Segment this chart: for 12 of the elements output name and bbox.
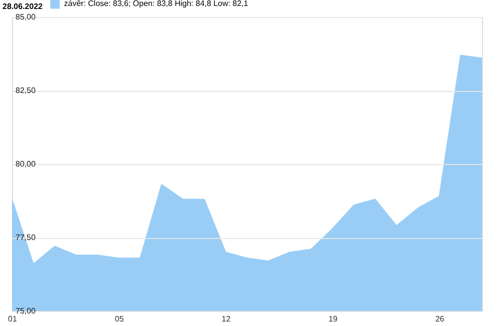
x-tick-label: 05 bbox=[114, 314, 124, 324]
y-tick-label: 85,00 bbox=[16, 12, 36, 22]
y-tick-label: 80,00 bbox=[16, 160, 36, 168]
chart-title: 28.06.2022 bbox=[2, 2, 44, 11]
x-tick-label: 01 bbox=[8, 314, 18, 324]
x-tick-label: 12 bbox=[222, 314, 232, 324]
y-tick-label: 75,00 bbox=[16, 306, 36, 316]
y-tick-label: 77,50 bbox=[16, 233, 36, 242]
x-tick-label: 26 bbox=[435, 314, 445, 324]
x-tick-label: 19 bbox=[328, 314, 338, 324]
y-tick-label: 82,50 bbox=[16, 86, 36, 95]
legend-label: závěr: Close: 83,6; Open: 83,8 High: 84,8 Low: 82,1 bbox=[64, 0, 249, 8]
